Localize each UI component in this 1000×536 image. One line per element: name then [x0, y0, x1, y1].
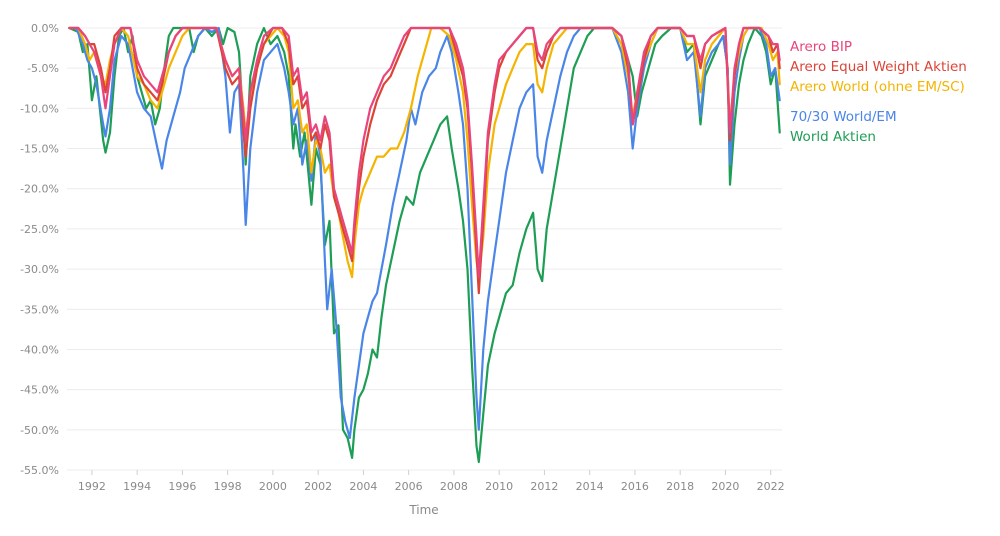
x-tick-label: 2016 [621, 480, 649, 493]
x-tick-label: 2022 [757, 480, 785, 493]
x-tick-label: 1992 [78, 480, 106, 493]
y-tick-label: 0.0% [31, 22, 59, 35]
y-tick-label: -15.0% [20, 143, 59, 156]
y-tick-label: -45.0% [20, 384, 59, 397]
y-tick-label: -20.0% [20, 183, 59, 196]
legend-item-world-aktien: World Aktien [790, 129, 876, 145]
x-tick-label: 1996 [168, 480, 196, 493]
x-axis-title: Time [408, 503, 438, 517]
x-tick-label: 2012 [530, 480, 558, 493]
y-tick-label: -10.0% [20, 102, 59, 115]
x-axis-tick-labels: 1992 1994 1996 1998 2000 2002 2004 2006 2008 2010… [78, 470, 785, 493]
series-line-arero-world-ohne-em-sc [68, 26, 781, 279]
y-axis-tick-labels: 0.0% -5.0% -10.0% -15.0% -20.0% -25.0% -30.0% -… [20, 22, 59, 477]
y-tick-label: -35.0% [20, 303, 59, 316]
x-tick-label: 1994 [123, 480, 151, 493]
legend-item-arero-equal-weight-aktien: Arero Equal Weight Aktien [790, 59, 967, 75]
x-tick-label: 2004 [349, 480, 377, 493]
y-tick-label: -40.0% [20, 343, 59, 356]
legend-item-arero-bip: Arero BIP [790, 39, 852, 55]
legend: Arero BIP Arero Equal Weight Aktien Arero … [790, 39, 967, 145]
y-tick-label: -50.0% [20, 424, 59, 437]
y-tick-label: -30.0% [20, 263, 59, 276]
series-line-world-aktien [68, 26, 781, 464]
x-tick-label: 2018 [666, 480, 694, 493]
series-line-arero-bip [68, 26, 781, 279]
x-tick-label: 2010 [485, 480, 513, 493]
x-tick-label: 2014 [576, 480, 604, 493]
x-tick-label: 2008 [440, 480, 468, 493]
series-line-70-30-world-em [68, 26, 781, 439]
legend-item-arero-world-ohne-em-sc: Arero World (ohne EM/SC) [790, 79, 965, 95]
y-tick-label: -5.0% [27, 62, 59, 75]
y-tick-label: -55.0% [20, 464, 59, 477]
grid-lines [67, 27, 782, 471]
legend-item-70-30-world-em: 70/30 World/EM [790, 109, 897, 125]
y-tick-label: -25.0% [20, 223, 59, 236]
x-tick-label: 2000 [259, 480, 287, 493]
x-tick-label: 1998 [214, 480, 242, 493]
x-tick-label: 2020 [711, 480, 739, 493]
x-tick-label: 2006 [395, 480, 423, 493]
series-lines [68, 26, 781, 464]
x-tick-label: 2002 [304, 480, 332, 493]
